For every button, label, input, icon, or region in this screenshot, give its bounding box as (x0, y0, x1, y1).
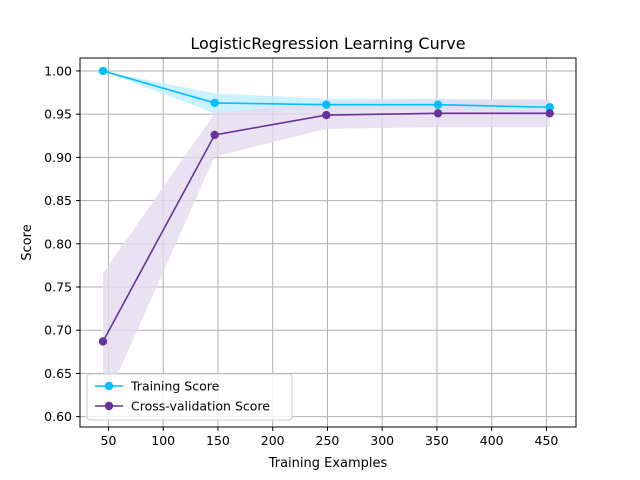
training-score-point (322, 100, 331, 109)
y-tick-label: 0.65 (44, 366, 72, 381)
legend-items: Training Score Cross-validation Score (95, 379, 270, 414)
training-score-point (433, 100, 443, 109)
training-score-point (210, 98, 219, 108)
x-tick-label: 250 (316, 433, 340, 448)
x-tick-label: 100 (151, 433, 175, 448)
y-tick-label: 0.95 (44, 107, 72, 122)
cross-validation-score-point (322, 110, 331, 120)
x-tick-label: 50 (101, 433, 117, 448)
x-tick-label: 200 (261, 433, 285, 448)
y-tick-label: 0.60 (44, 409, 72, 424)
y-tick-label: 0.75 (44, 280, 72, 295)
series-markers (98, 66, 554, 346)
y-tick-label: 0.70 (44, 323, 72, 338)
x-tick-label: 350 (425, 433, 449, 448)
cross-validation-score-point (210, 130, 219, 140)
legend-box (86, 373, 293, 421)
y-tick-label: 0.80 (44, 236, 72, 251)
x-tick-label: 400 (480, 433, 504, 448)
x-tick-label: 150 (206, 433, 230, 448)
x-axis-label: Training Examples (268, 456, 388, 471)
training-score-point (98, 66, 108, 76)
training-score-point (545, 103, 554, 112)
cross-validation-score-point (433, 109, 443, 118)
y-axis-label: Score (20, 224, 35, 260)
x-tick-label: 300 (370, 433, 394, 448)
y-tick-label: 1.00 (44, 63, 72, 78)
y-tick-label: 0.90 (44, 150, 72, 165)
legend-cross-validation-score-marker (104, 401, 114, 411)
x-tick-label: 450 (535, 433, 559, 448)
axis-ticks: 50 100 150 200 250 300 350 400 450 0.60 0.65 0.70 0.… (44, 63, 558, 448)
legend-cross-validation-score-label: Cross-validation Score (131, 399, 270, 414)
y-tick-label: 0.85 (44, 193, 72, 208)
cross-validation-score-point (545, 109, 554, 118)
plot-area-frame (79, 57, 577, 428)
legend: Training Score Cross-validation Score (86, 373, 293, 421)
chart-title: LogisticRegression Learning Curve (190, 34, 465, 53)
legend-training-score-marker (104, 381, 114, 391)
cross-validation-score-point (98, 337, 108, 346)
legend-training-score-label: Training Score (130, 379, 220, 394)
